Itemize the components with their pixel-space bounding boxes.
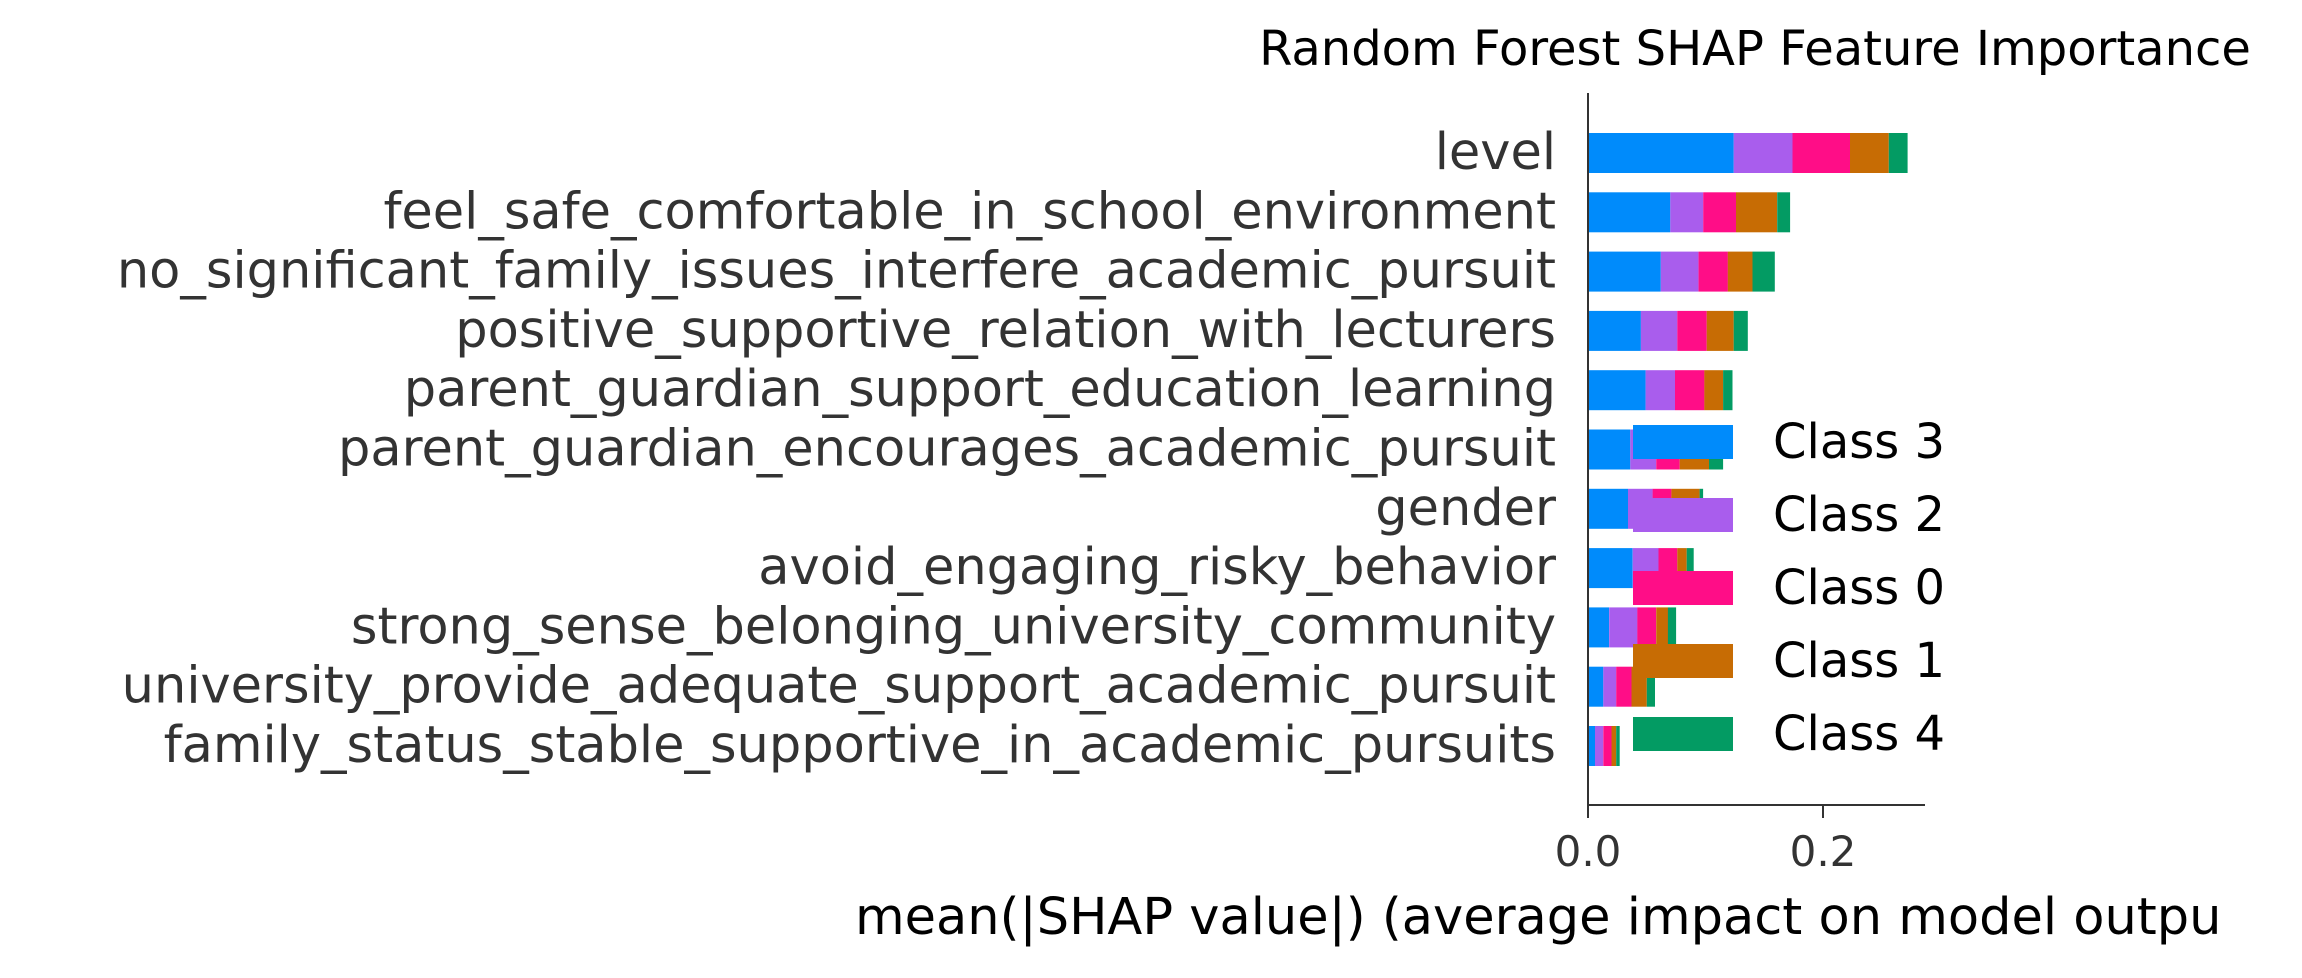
y-axis-labels: levelfeel_safe_comfortable_in_school_env… xyxy=(117,123,1556,775)
legend-label: Class 2 xyxy=(1773,487,1945,543)
legend-swatch xyxy=(1633,571,1733,605)
legend: Class 3 Class 2 Class 0 Class 1 Class 4 xyxy=(1633,414,1945,762)
legend-swatch xyxy=(1633,425,1733,459)
bar-segment xyxy=(1686,548,1694,589)
bar-segment xyxy=(1588,133,1734,173)
bar-segment xyxy=(1588,251,1661,292)
legend-label: Class 4 xyxy=(1773,706,1945,762)
y-tick-label: level xyxy=(1435,123,1556,182)
bar-segment xyxy=(1588,548,1633,589)
bar-segment xyxy=(1588,192,1671,233)
bar-segment xyxy=(1645,370,1675,411)
bar-segment xyxy=(1677,548,1687,589)
bar-segment xyxy=(1736,192,1778,233)
legend-label: Class 0 xyxy=(1773,560,1945,616)
legend-swatch xyxy=(1633,644,1733,678)
y-tick-label: strong_sense_belonging_university_commun… xyxy=(351,597,1556,656)
chart-title: Random Forest SHAP Feature Importance xyxy=(1259,21,2251,77)
legend-label: Class 3 xyxy=(1773,414,1945,470)
x-tick-label: 0.0 xyxy=(1555,827,1622,876)
bar-segment xyxy=(1603,726,1612,766)
bar-segment xyxy=(1777,192,1791,233)
bar-segment xyxy=(1637,607,1657,648)
bar-segment xyxy=(1703,192,1737,233)
x-tick-label: 0.2 xyxy=(1790,827,1857,876)
y-tick-label: gender xyxy=(1375,479,1556,538)
bar-segment xyxy=(1611,726,1617,766)
bar-segment xyxy=(1792,133,1851,173)
legend-label: Class 1 xyxy=(1773,633,1945,689)
y-tick-label: parent_guardian_encourages_academic_purs… xyxy=(338,420,1556,479)
bar-segment xyxy=(1670,192,1704,233)
bar-segment xyxy=(1588,666,1604,707)
bar-segment xyxy=(1733,133,1793,173)
y-tick-label: parent_guardian_support_education_learni… xyxy=(404,360,1556,419)
bar-segment xyxy=(1723,370,1733,411)
legend-swatch xyxy=(1633,717,1733,751)
bar-segment xyxy=(1704,370,1724,411)
bar-segment xyxy=(1675,370,1705,411)
x-axis-label: mean(|SHAP value|) (average impact on mo… xyxy=(855,888,2221,947)
bar-segment xyxy=(1656,607,1668,648)
bar-segment xyxy=(1595,726,1604,766)
x-axis-ticks: 0.0 0.2 xyxy=(1555,805,1857,876)
bar-segment xyxy=(1660,251,1699,292)
bar-segment xyxy=(1667,607,1677,648)
bar-segment xyxy=(1616,666,1632,707)
bar-segment xyxy=(1727,251,1753,292)
bar-segment xyxy=(1609,607,1638,648)
y-tick-label: university_provide_adequate_support_acad… xyxy=(122,657,1556,716)
bar-segment xyxy=(1752,251,1775,292)
bar-segment xyxy=(1588,310,1641,351)
bar-segment xyxy=(1588,370,1646,411)
bar-segment xyxy=(1603,666,1617,707)
y-tick-label: positive_supportive_relation_with_lectur… xyxy=(455,301,1556,360)
bar-segment xyxy=(1640,310,1678,351)
y-tick-label: feel_safe_comfortable_in_school_environm… xyxy=(383,182,1556,241)
bar-segment xyxy=(1850,133,1889,173)
bar-segment xyxy=(1646,666,1655,707)
bar-segment xyxy=(1733,310,1748,351)
bar-segment xyxy=(1698,251,1728,292)
bar-segment xyxy=(1588,607,1610,648)
bar-segment xyxy=(1588,488,1628,529)
legend-swatch xyxy=(1633,498,1733,532)
y-tick-label: family_status_stable_supportive_in_acade… xyxy=(164,716,1556,775)
bar-segment xyxy=(1677,310,1707,351)
bar-segment xyxy=(1616,726,1620,766)
y-tick-label: no_significant_family_issues_interfere_a… xyxy=(117,242,1556,301)
bar-segment xyxy=(1588,726,1595,766)
bar-segment xyxy=(1706,310,1734,351)
y-tick-label: avoid_engaging_risky_behavior xyxy=(758,538,1556,597)
bar-segment xyxy=(1588,429,1631,470)
bar-segment xyxy=(1888,133,1908,173)
